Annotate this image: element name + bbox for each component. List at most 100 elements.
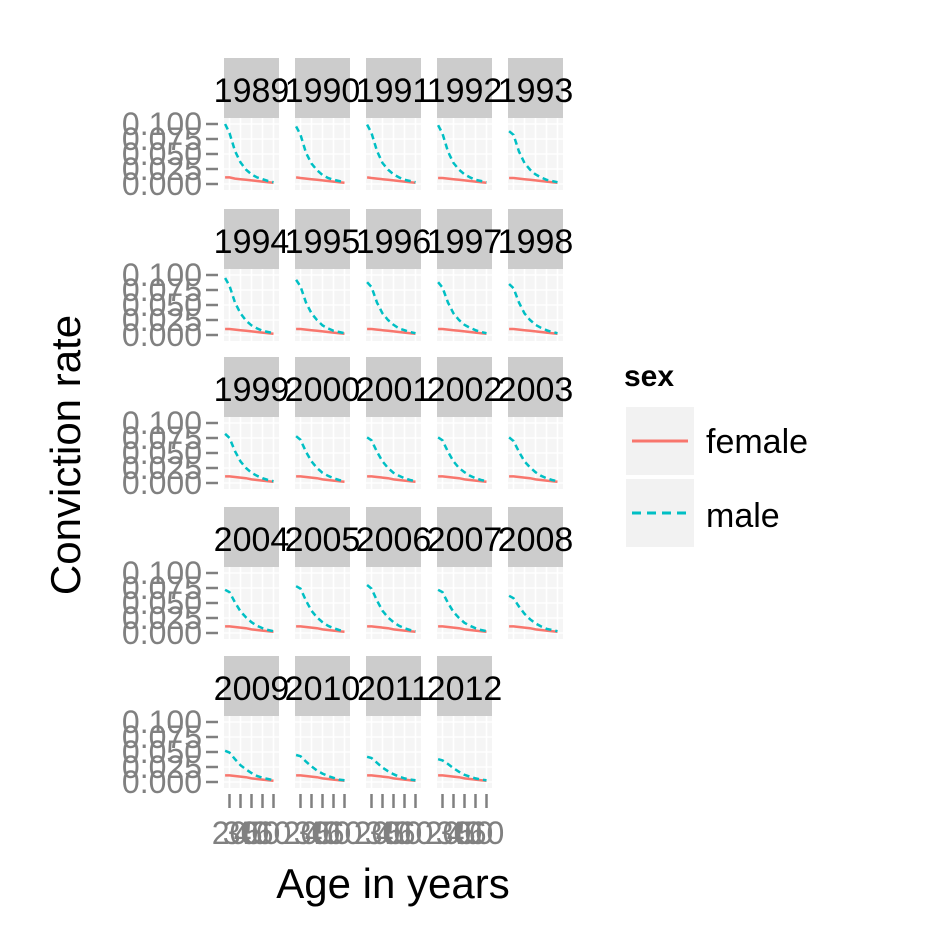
series-line-female bbox=[438, 176, 487, 185]
series-line-female bbox=[367, 625, 416, 634]
series-line-female bbox=[296, 774, 345, 783]
panel-strip-label: 1996 bbox=[356, 223, 432, 261]
panel-strip-label: 2011 bbox=[357, 670, 430, 708]
series-line-male bbox=[366, 584, 416, 633]
panel-2012: 2012 bbox=[427, 656, 503, 788]
panel-strip bbox=[508, 58, 563, 118]
x-tick-label: 40 bbox=[447, 815, 483, 851]
panel-strip-label: 1995 bbox=[285, 223, 361, 261]
series-line-male bbox=[224, 749, 274, 782]
x-tick-label: 50 bbox=[387, 815, 423, 851]
series-line-female bbox=[296, 327, 345, 336]
series-line-female bbox=[296, 475, 345, 484]
y-tick-label: 0.025 bbox=[122, 450, 202, 486]
panel-strip-label: 2012 bbox=[427, 670, 503, 708]
x-tick-label: 60 bbox=[398, 815, 434, 851]
panel-strip bbox=[224, 209, 279, 269]
y-tick-label: 0.075 bbox=[122, 420, 202, 456]
y-tick-label: 0.075 bbox=[122, 719, 202, 755]
x-axis-title: Age in years bbox=[276, 860, 509, 907]
series-line-female bbox=[295, 176, 345, 185]
panel-strip bbox=[224, 507, 279, 567]
panel-2002: 2002 bbox=[427, 357, 502, 489]
series-line-male bbox=[295, 435, 345, 483]
panels-layer: 19890.0000.0250.0500.0750.10019901991199… bbox=[122, 58, 573, 800]
series-line-female bbox=[509, 625, 558, 634]
panel-strip-label: 1991 bbox=[356, 72, 432, 110]
y-tick-label: 0.100 bbox=[122, 257, 202, 293]
panel-strip bbox=[437, 656, 492, 716]
y-tick-label: 0.050 bbox=[122, 287, 202, 323]
x-tick-label: 50 bbox=[316, 815, 352, 851]
panel-2011: 2011 bbox=[357, 656, 430, 788]
panel-strip bbox=[224, 357, 279, 417]
y-tick-label: 0.050 bbox=[122, 734, 202, 770]
y-tick-label: 0.075 bbox=[122, 121, 202, 157]
legend-label-female: female bbox=[706, 423, 808, 461]
legend-entry-male: male bbox=[626, 479, 780, 547]
series-line-male bbox=[366, 436, 416, 483]
y-tick-label: 0.100 bbox=[122, 106, 202, 142]
panel-strip-label: 2000 bbox=[285, 371, 361, 409]
panel-strip bbox=[224, 656, 279, 716]
panel-strip-label: 2005 bbox=[285, 521, 361, 559]
panel-strip bbox=[295, 357, 350, 417]
panel-strip-label: 1999 bbox=[214, 371, 290, 409]
panel-strip bbox=[366, 209, 421, 269]
x-tick-label: 60 bbox=[327, 815, 363, 851]
series-line-female bbox=[225, 625, 274, 634]
series-line-female bbox=[367, 774, 416, 783]
panel-strip bbox=[366, 357, 421, 417]
y-tick-label: 0.025 bbox=[122, 749, 202, 785]
x-tick-label: 50 bbox=[245, 815, 281, 851]
series-line-male bbox=[223, 123, 274, 184]
panel-2005: 2005 bbox=[285, 507, 361, 639]
y-tick-label: 0.000 bbox=[122, 764, 202, 800]
panel-1997: 1997 bbox=[427, 209, 503, 341]
panel-strip-label: 1989 bbox=[214, 72, 290, 110]
series-line-female bbox=[509, 475, 558, 484]
y-tick-label: 0.075 bbox=[122, 272, 202, 308]
series-line-female bbox=[509, 176, 558, 185]
y-tick-label: 0.050 bbox=[122, 435, 202, 471]
panel-1996: 1996 bbox=[356, 209, 432, 341]
panel-strip-label: 2009 bbox=[214, 670, 290, 708]
panel-strip-label: 1997 bbox=[427, 223, 503, 261]
x-tick-label: 30 bbox=[365, 815, 401, 851]
panel-strip-label: 2010 bbox=[285, 670, 361, 708]
x-tick-label: 30 bbox=[294, 815, 330, 851]
panel-1992: 1992 bbox=[427, 58, 503, 190]
x-tick-label: 20 bbox=[354, 815, 390, 851]
panel-2000: 2000 bbox=[285, 357, 361, 489]
legend: sex female male bbox=[624, 360, 808, 547]
y-tick-label: 0.000 bbox=[122, 465, 202, 501]
panel-1995: 1995 bbox=[285, 209, 361, 341]
panel-1998: 1998 bbox=[498, 209, 573, 341]
y-tick-label: 0.050 bbox=[122, 136, 202, 172]
series-line-male bbox=[224, 432, 274, 483]
y-tick-label: 0.025 bbox=[122, 151, 202, 187]
y-tick-label: 0.100 bbox=[122, 555, 202, 591]
series-line-male bbox=[224, 588, 274, 633]
x-tick-label: 40 bbox=[234, 815, 270, 851]
y-tick-label: 0.100 bbox=[122, 704, 202, 740]
panel-strip-label: 1992 bbox=[427, 72, 503, 110]
panel-strip bbox=[508, 209, 563, 269]
panel-strip bbox=[295, 656, 350, 716]
series-line-male bbox=[224, 277, 274, 335]
panel-strip bbox=[295, 507, 350, 567]
panel-strip-label: 1994 bbox=[214, 223, 290, 261]
panel-strip bbox=[295, 58, 350, 118]
x-tick-label: 30 bbox=[223, 815, 259, 851]
y-tick-label: 0.025 bbox=[122, 600, 202, 636]
y-tick-label: 0.050 bbox=[122, 585, 202, 621]
panel-2003: 2003 bbox=[498, 357, 573, 489]
legend-entry-female: female bbox=[626, 407, 808, 475]
y-tick-label: 0.000 bbox=[122, 166, 202, 202]
panel-strip bbox=[366, 58, 421, 118]
panel-1990: 1990 bbox=[285, 58, 360, 190]
